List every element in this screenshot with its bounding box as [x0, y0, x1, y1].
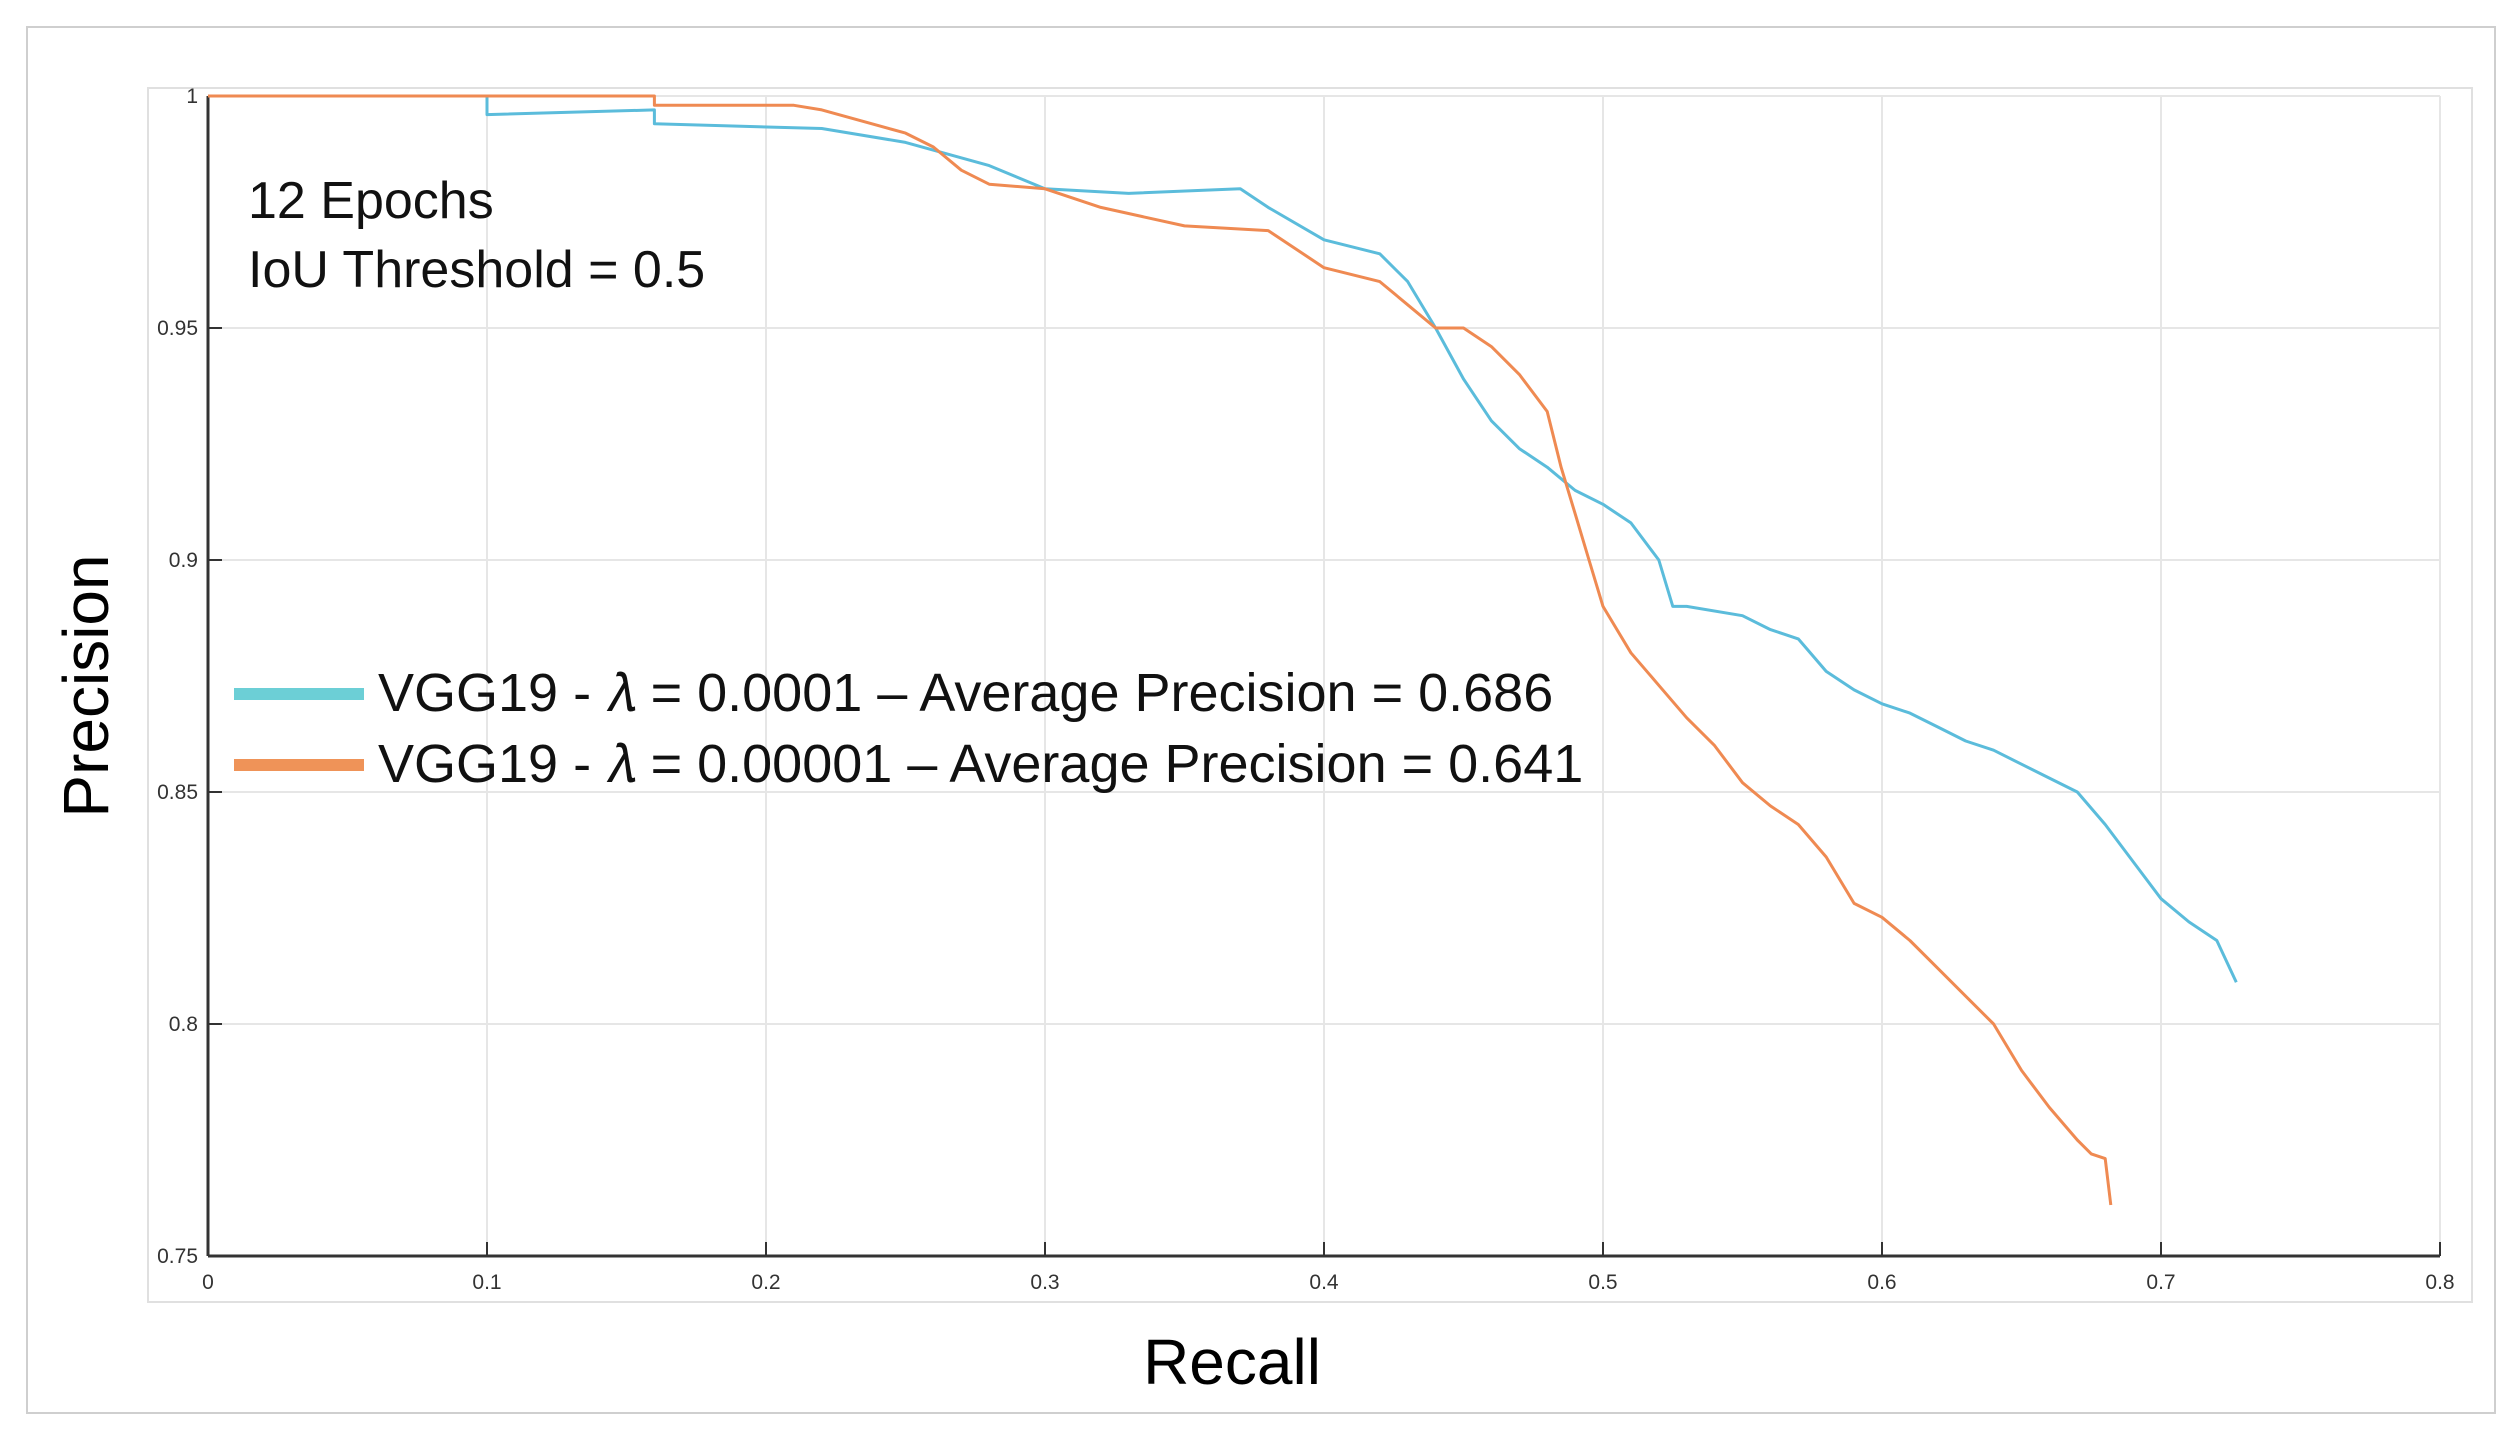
x-tick-label: 0	[202, 1271, 214, 1294]
y-axis-title: Precision	[50, 554, 122, 817]
x-tick-label: 0.7	[2146, 1271, 2175, 1294]
x-tick-label: 0.1	[472, 1271, 501, 1294]
y-tick-label: 0.8	[169, 1013, 198, 1036]
x-tick-label: 0.4	[1309, 1271, 1339, 1294]
x-axis-title: Recall	[1143, 1326, 1321, 1398]
tick-labels: 0 0.1 0.2 0.3 0.4 0.5 0.6 0.7 0.8 0.75 0.8 0.85 0.9 0…	[157, 85, 2454, 1294]
legend-label-vgg19-1e-4: VGG19 - 𝜆 = 0.0001 – Average Precision =…	[378, 663, 1553, 723]
y-tick-label: 0.75	[157, 1245, 198, 1268]
grid	[208, 95, 2441, 1256]
x-tick-label: 0.3	[1030, 1271, 1059, 1294]
chart-frame	[26, 26, 2496, 1414]
y-tick-label: 0.95	[157, 317, 198, 340]
axes	[206, 95, 2441, 1258]
annotation-iou-threshold: IoU Threshold = 0.5	[248, 241, 705, 299]
x-tick-label: 0.2	[751, 1271, 780, 1294]
series-line-1	[208, 94, 2113, 1206]
x-tick-label: 0.8	[2425, 1271, 2454, 1294]
y-tick-label: 0.85	[157, 781, 198, 804]
y-tick-label: 1	[186, 85, 198, 108]
y-tick-label: 0.9	[169, 549, 198, 572]
legend: VGG19 - 𝜆 = 0.0001 – Average Precision =…	[234, 663, 1583, 794]
legend-label-vgg19-1e-5: VGG19 - 𝜆 = 0.00001 – Average Precision …	[378, 734, 1583, 794]
outer-plot-border	[147, 87, 2473, 1303]
series-line-0	[208, 94, 2238, 983]
x-tick-label: 0.6	[1867, 1271, 1896, 1294]
x-tick-label: 0.5	[1588, 1271, 1617, 1294]
series-lines	[208, 94, 2238, 1206]
annotation-epochs: 12 Epochs	[248, 172, 494, 230]
